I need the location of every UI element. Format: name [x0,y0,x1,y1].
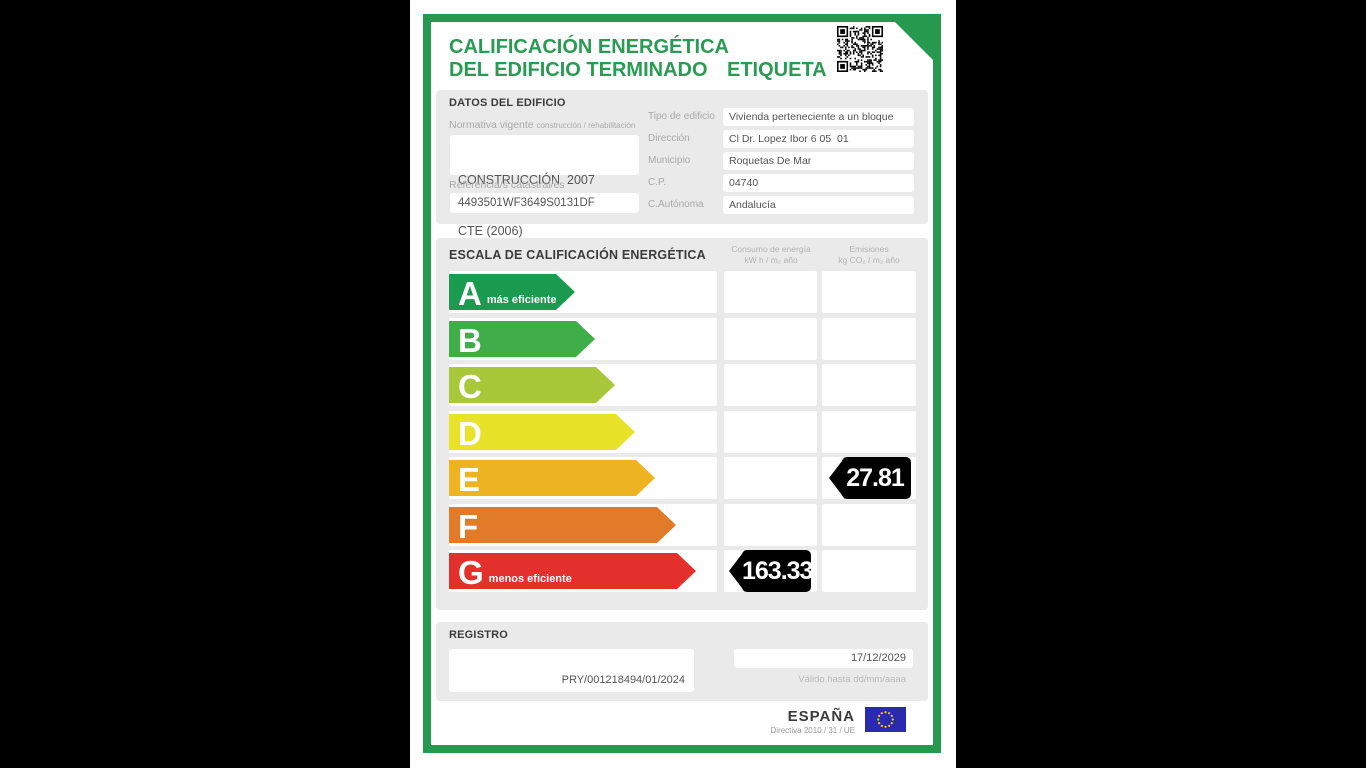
etiqueta-label: ETIQUETA [727,59,827,81]
registry-panel: REGISTRO PRY/001218494/01/2024 17/12/202… [436,622,928,701]
energy-certificate: CALIFICACIÓN ENERGÉTICA DEL EDIFICIO TER… [423,14,941,753]
consumption-cell-B [724,318,817,360]
rating-arrow-E: E [449,460,655,496]
rating-letter-B: B [458,322,482,359]
consumption-cell-C [724,364,817,406]
scale-row-E: E [449,457,717,499]
rating-letter-C: C [458,368,482,405]
normativa-value-box: CONSTRUCCIÓN 2007 CTE (2006) [450,135,639,238]
valid-until-date: 17/12/2029 [734,649,913,668]
consumption-value-tag-text: 163.33 [742,557,813,585]
emissions-cell-C [822,364,916,406]
rating-arrow-D: D [449,414,635,450]
scale-row-C: C [449,364,717,406]
rating-letter-G: G [458,554,484,591]
building-field-value: Cl Dr. Lopez Ibor 6 05 01 [723,130,914,148]
consumption-cell-E [724,457,817,499]
consumption-cell-D [724,411,817,453]
building-field-value: Andalucía [723,196,914,214]
consumption-cell-A [724,271,817,313]
tag-arrow-tip [729,550,745,592]
building-field-label: Dirección [648,133,690,144]
normativa-line-1: CONSTRUCCIÓN 2007 [458,173,595,187]
emissions-cell-A [822,271,916,313]
registry-title: REGISTRO [449,629,509,641]
emissions-cell-F [822,504,916,546]
building-field-label: Municipio [648,155,691,166]
building-field-value: 04740 [723,174,914,192]
rating-arrow-C: C [449,367,615,403]
scale-row-F: F [449,504,717,546]
normativa-sublabel: construcción / rehabilitación [536,121,636,130]
registry-code: PRY/001218494/01/2024 [561,674,685,686]
rating-letter-A: A [458,275,482,312]
rating-scale-title: ESCALA DE CALIFICACIÓN ENERGÉTICA [449,248,706,262]
scale-row-D: D [449,411,717,453]
normativa-label: Normativa vigente construcción / rehabil… [449,119,636,131]
tag-arrow-tip [829,457,845,499]
emissions-column-header: Emisiones kg CO₂ / m₂ año [838,244,900,265]
emissions-cell-D [822,411,916,453]
rating-arrow-B: B [449,321,595,357]
scale-row-B: B [449,318,717,360]
registry-code-box: PRY/001218494/01/2024 [449,649,694,692]
rating-letter-D: D [458,415,482,452]
building-field-value: Roquetas De Mar [723,152,914,170]
rating-note-G: menos eficiente [488,573,572,585]
eu-flag-icon [865,707,906,732]
emissions-value-tag-text: 27.81 [846,464,905,492]
consumption-cell-F [724,504,817,546]
building-field-value: Vivienda perteneciente a un bloque [723,108,914,126]
rating-note-A: más eficiente [486,294,557,306]
emissions-value-tag: 27.81 [829,457,911,499]
consumption-column-header: Consumo de energía kW h / m₂ año [731,244,811,265]
tag-body [742,550,811,592]
certificate-title-line2: DEL EDIFICIO TERMINADO [449,59,708,81]
valid-until-hint: Válido hasta dd/mm/aaaa [798,674,906,685]
emissions-cell-B [822,318,916,360]
emissions-cell-G [822,550,916,592]
directive-label: Directiva 2010 / 31 / UE [770,726,855,735]
building-field-label: Tipo de edificio [648,111,715,122]
rating-letter-F: F [458,508,479,545]
normativa-line-2: CTE (2006) [458,224,523,238]
building-data-title: DATOS DEL EDIFICIO [449,97,566,109]
cadastral-reference-label: Referencia/s catastral/es [449,179,565,191]
rating-letter-E: E [458,461,481,498]
building-field-label: C.P. [648,177,667,188]
cadastral-reference-value: 4493501WF3649S0131DF [450,193,639,213]
building-data-panel: DATOS DEL EDIFICIO Normativa vigente con… [436,90,928,238]
tag-body [842,457,911,499]
rating-arrow-F: F [449,507,676,543]
certificate-title-line1: CALIFICACIÓN ENERGÉTICA [449,36,729,58]
country-label: ESPAÑA [787,708,855,725]
rating-scale-panel: ESCALA DE CALIFICACIÓN ENERGÉTICA Consum… [436,238,928,610]
building-field-label: C.Autónoma [648,199,704,210]
qr-code-icon [837,25,883,73]
consumption-value-tag: 163.33 [729,550,813,592]
